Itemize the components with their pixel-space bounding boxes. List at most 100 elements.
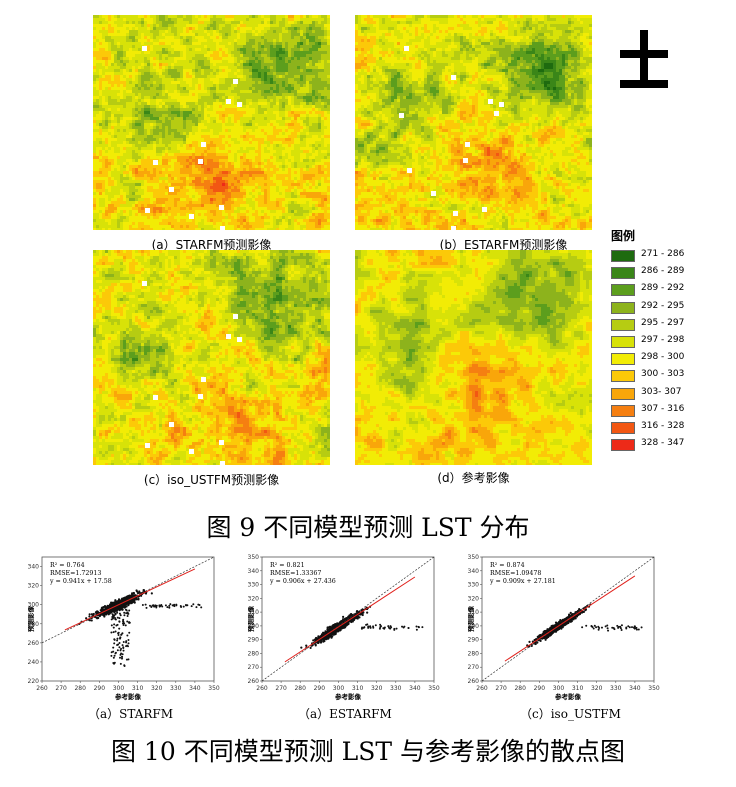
x-tick-label: 350 <box>208 685 220 692</box>
y-tick-label: 340 <box>468 568 479 575</box>
x-tick-label: 300 <box>113 685 125 692</box>
y-tick-label: 340 <box>28 564 39 571</box>
regression-line <box>284 576 416 663</box>
y-tick-label: 270 <box>248 664 259 671</box>
y-tick-label: 300 <box>248 623 259 630</box>
y-tick-label: 330 <box>248 582 259 589</box>
y-tick-label: 320 <box>248 595 259 602</box>
scatter-caption: （a）STARFM <box>88 705 173 722</box>
stat-annotation: RMSE=1.72913 <box>50 570 101 577</box>
stat-annotation: y = 0.941x + 17.58 <box>49 578 112 585</box>
stat-annotation: R² = 0.764 <box>50 562 85 569</box>
x-tick-label: 320 <box>151 685 163 692</box>
x-tick-label: 300 <box>333 685 345 692</box>
y-tick-label: 300 <box>28 602 39 609</box>
y-tick-label: 280 <box>28 621 39 628</box>
map-caption: (d）参考影像 <box>355 469 592 486</box>
scatter-caption: （c）iso_USTFM <box>520 705 621 722</box>
x-tick-label: 280 <box>514 685 526 692</box>
x-tick-label: 350 <box>428 685 440 692</box>
figure-9-title: 图 9 不同模型预测 LST 分布 <box>0 508 736 544</box>
legend-swatch <box>611 336 635 348</box>
y-tick-label: 310 <box>468 609 479 616</box>
regression-line <box>504 575 636 662</box>
x-tick-label: 280 <box>74 685 86 692</box>
legend-swatch <box>611 318 635 331</box>
one-to-one-line <box>261 556 435 682</box>
y-tick-label: 310 <box>248 609 259 616</box>
x-axis-label: 参考影像 <box>335 692 362 701</box>
y-tick-label: 350 <box>468 554 479 561</box>
legend-label: 328 - 347 <box>641 438 684 448</box>
legend-label: 307 - 316 <box>641 404 684 414</box>
x-tick-label: 310 <box>352 685 364 692</box>
legend-label: 292 - 295 <box>641 301 684 311</box>
stat-annotation: y = 0.906x + 27.436 <box>269 578 336 585</box>
legend-label: 289 - 292 <box>641 283 684 293</box>
x-tick-label: 290 <box>314 685 326 692</box>
y-tick-label: 260 <box>28 640 39 647</box>
y-tick-label: 270 <box>468 664 479 671</box>
legend-swatch <box>611 353 635 366</box>
scatter-plot-starfm: 260 270 280 290 300 310 320 330 340 350 220 240 260 2… <box>26 553 228 703</box>
legend-label: 271 - 286 <box>641 249 684 259</box>
map-reference <box>355 250 592 465</box>
legend-swatch <box>611 404 635 417</box>
y-tick-label: 280 <box>468 650 479 657</box>
scatter-caption: （a）ESTARFM <box>298 705 392 722</box>
one-to-one-line <box>481 556 655 682</box>
legend-swatch <box>611 387 635 400</box>
x-tick-label: 330 <box>390 685 402 692</box>
y-axis-label: 预测影像 <box>248 606 255 633</box>
map-caption: (c）iso_USTFM预测影像 <box>93 471 330 488</box>
x-axis-label: 参考影像 <box>555 692 582 701</box>
y-tick-label: 290 <box>248 637 259 644</box>
x-tick-label: 260 <box>476 685 488 692</box>
legend-title: 图例 <box>611 227 635 244</box>
x-tick-label: 340 <box>409 685 421 692</box>
stat-annotation: R² = 0.874 <box>490 562 525 569</box>
legend-label: 300 - 303 <box>641 369 684 379</box>
legend-label: 316 - 328 <box>641 421 684 431</box>
legend-swatch <box>611 267 635 280</box>
x-tick-label: 340 <box>189 685 201 692</box>
map-starfm <box>93 15 330 230</box>
y-tick-label: 260 <box>248 678 259 685</box>
scatter-plot-estarfm: 260 270 280 290 300 310 320 330 340 350 260 270 280 2… <box>246 553 448 703</box>
map-iso-ustfm <box>93 250 330 465</box>
legend-label: 297 - 298 <box>641 335 684 345</box>
figure-10-title: 图 10 不同模型预测 LST 与参考影像的散点图 <box>0 732 736 768</box>
regression-line <box>64 568 196 631</box>
y-tick-label: 340 <box>248 568 259 575</box>
x-tick-label: 290 <box>94 685 106 692</box>
x-tick-label: 340 <box>629 685 641 692</box>
x-tick-label: 300 <box>553 685 565 692</box>
map-estarfm <box>355 15 592 230</box>
legend-label: 286 - 289 <box>641 266 684 276</box>
y-tick-label: 290 <box>468 637 479 644</box>
legend-label: 303- 307 <box>641 387 681 397</box>
x-tick-label: 350 <box>648 685 660 692</box>
y-axis-label: 预测影像 <box>468 606 475 633</box>
x-tick-label: 330 <box>610 685 622 692</box>
y-tick-label: 320 <box>28 583 39 590</box>
legend-label: 295 - 297 <box>641 318 684 328</box>
x-tick-label: 270 <box>495 685 507 692</box>
x-tick-label: 260 <box>256 685 268 692</box>
y-tick-label: 300 <box>468 623 479 630</box>
y-tick-label: 320 <box>468 595 479 602</box>
x-tick-label: 320 <box>591 685 603 692</box>
legend-swatch <box>611 250 635 262</box>
north-arrow-icon <box>618 28 670 90</box>
x-tick-label: 280 <box>294 685 306 692</box>
y-tick-label: 260 <box>468 678 479 685</box>
map-caption: (a）STARFM预测影像 <box>93 236 330 253</box>
x-axis-label: 参考影像 <box>115 692 142 701</box>
stat-annotation: RMSE=1.09478 <box>490 570 541 577</box>
x-tick-label: 270 <box>275 685 287 692</box>
stat-annotation: R² = 0.821 <box>270 562 305 569</box>
x-tick-label: 330 <box>170 685 182 692</box>
legend-swatch <box>611 284 635 297</box>
legend-swatch <box>611 422 635 434</box>
scatter-plot-iso-ustfm: 260 270 280 290 300 310 320 330 340 350 260 270 280 2… <box>466 553 668 703</box>
